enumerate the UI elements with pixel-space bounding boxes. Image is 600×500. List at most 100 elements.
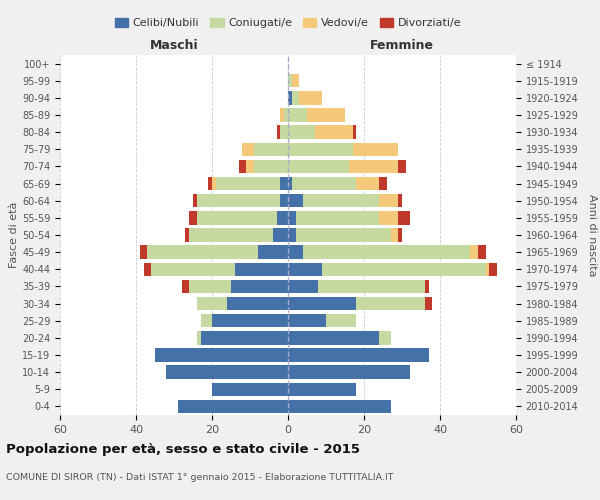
Bar bbox=[288, 126, 314, 139]
Bar bbox=[277, 126, 280, 139]
Bar bbox=[212, 177, 216, 190]
Bar bbox=[216, 177, 280, 190]
Bar bbox=[292, 74, 299, 88]
Bar bbox=[391, 228, 398, 241]
Bar bbox=[189, 228, 273, 241]
Bar bbox=[231, 280, 288, 293]
Bar bbox=[307, 108, 345, 122]
Bar bbox=[288, 228, 296, 241]
Bar bbox=[379, 177, 387, 190]
Bar bbox=[288, 400, 391, 413]
Bar bbox=[349, 160, 398, 173]
Bar bbox=[288, 314, 326, 328]
Bar bbox=[288, 262, 322, 276]
Bar bbox=[425, 297, 433, 310]
Bar bbox=[257, 246, 288, 259]
Bar bbox=[288, 297, 356, 310]
Bar bbox=[284, 108, 288, 122]
Bar bbox=[319, 280, 425, 293]
Bar bbox=[197, 297, 227, 310]
Bar bbox=[254, 142, 288, 156]
Bar bbox=[208, 177, 212, 190]
Bar bbox=[296, 211, 379, 224]
Y-axis label: Fasce di età: Fasce di età bbox=[9, 202, 19, 268]
Bar bbox=[379, 194, 398, 207]
Bar bbox=[288, 382, 356, 396]
Bar bbox=[288, 74, 292, 88]
Bar bbox=[212, 382, 288, 396]
Bar bbox=[148, 246, 257, 259]
Bar bbox=[292, 177, 356, 190]
Bar bbox=[398, 160, 406, 173]
Bar bbox=[288, 177, 292, 190]
Bar bbox=[227, 297, 288, 310]
Bar bbox=[189, 280, 231, 293]
Bar bbox=[140, 246, 148, 259]
Bar bbox=[379, 211, 398, 224]
Bar bbox=[288, 108, 307, 122]
Bar bbox=[280, 194, 288, 207]
Bar bbox=[425, 280, 428, 293]
Text: COMUNE DI SIROR (TN) - Dati ISTAT 1° gennaio 2015 - Elaborazione TUTTITALIA.IT: COMUNE DI SIROR (TN) - Dati ISTAT 1° gen… bbox=[6, 472, 394, 482]
Bar bbox=[288, 142, 353, 156]
Bar bbox=[353, 126, 356, 139]
Bar bbox=[200, 314, 212, 328]
Bar bbox=[296, 228, 391, 241]
Bar bbox=[212, 314, 288, 328]
Y-axis label: Anni di nascita: Anni di nascita bbox=[587, 194, 597, 276]
Bar bbox=[478, 246, 485, 259]
Bar bbox=[398, 194, 402, 207]
Bar bbox=[246, 160, 254, 173]
Bar bbox=[239, 160, 246, 173]
Bar bbox=[299, 91, 322, 104]
Bar bbox=[166, 366, 288, 379]
Bar bbox=[151, 262, 235, 276]
Bar bbox=[288, 280, 319, 293]
Bar bbox=[155, 348, 288, 362]
Bar bbox=[235, 262, 288, 276]
Bar bbox=[143, 262, 151, 276]
Bar bbox=[277, 211, 288, 224]
Bar bbox=[280, 177, 288, 190]
Bar bbox=[288, 366, 410, 379]
Bar bbox=[303, 246, 470, 259]
Bar bbox=[485, 262, 490, 276]
Bar bbox=[189, 211, 197, 224]
Text: Maschi: Maschi bbox=[149, 38, 199, 52]
Bar bbox=[288, 91, 292, 104]
Bar bbox=[288, 331, 379, 344]
Bar bbox=[356, 297, 425, 310]
Bar bbox=[288, 211, 296, 224]
Bar bbox=[182, 280, 189, 293]
Bar bbox=[280, 108, 284, 122]
Bar bbox=[280, 126, 288, 139]
Bar bbox=[353, 142, 398, 156]
Bar bbox=[292, 91, 299, 104]
Bar bbox=[490, 262, 497, 276]
Bar bbox=[379, 331, 391, 344]
Bar bbox=[288, 246, 303, 259]
Bar bbox=[398, 211, 410, 224]
Bar bbox=[273, 228, 288, 241]
Bar bbox=[200, 331, 288, 344]
Bar bbox=[197, 331, 200, 344]
Bar bbox=[288, 348, 428, 362]
Bar bbox=[314, 126, 353, 139]
Bar bbox=[197, 194, 280, 207]
Bar bbox=[185, 228, 189, 241]
Legend: Celibi/Nubili, Coniugati/e, Vedovi/e, Divorziati/e: Celibi/Nubili, Coniugati/e, Vedovi/e, Di… bbox=[110, 13, 466, 32]
Bar bbox=[178, 400, 288, 413]
Bar bbox=[303, 194, 379, 207]
Text: Popolazione per età, sesso e stato civile - 2015: Popolazione per età, sesso e stato civil… bbox=[6, 442, 360, 456]
Bar bbox=[398, 228, 402, 241]
Bar bbox=[288, 194, 303, 207]
Bar bbox=[356, 177, 379, 190]
Bar bbox=[254, 160, 288, 173]
Bar bbox=[470, 246, 478, 259]
Text: Femmine: Femmine bbox=[370, 38, 434, 52]
Bar bbox=[322, 262, 485, 276]
Bar bbox=[197, 211, 277, 224]
Bar bbox=[242, 142, 254, 156]
Bar bbox=[193, 194, 197, 207]
Bar bbox=[326, 314, 356, 328]
